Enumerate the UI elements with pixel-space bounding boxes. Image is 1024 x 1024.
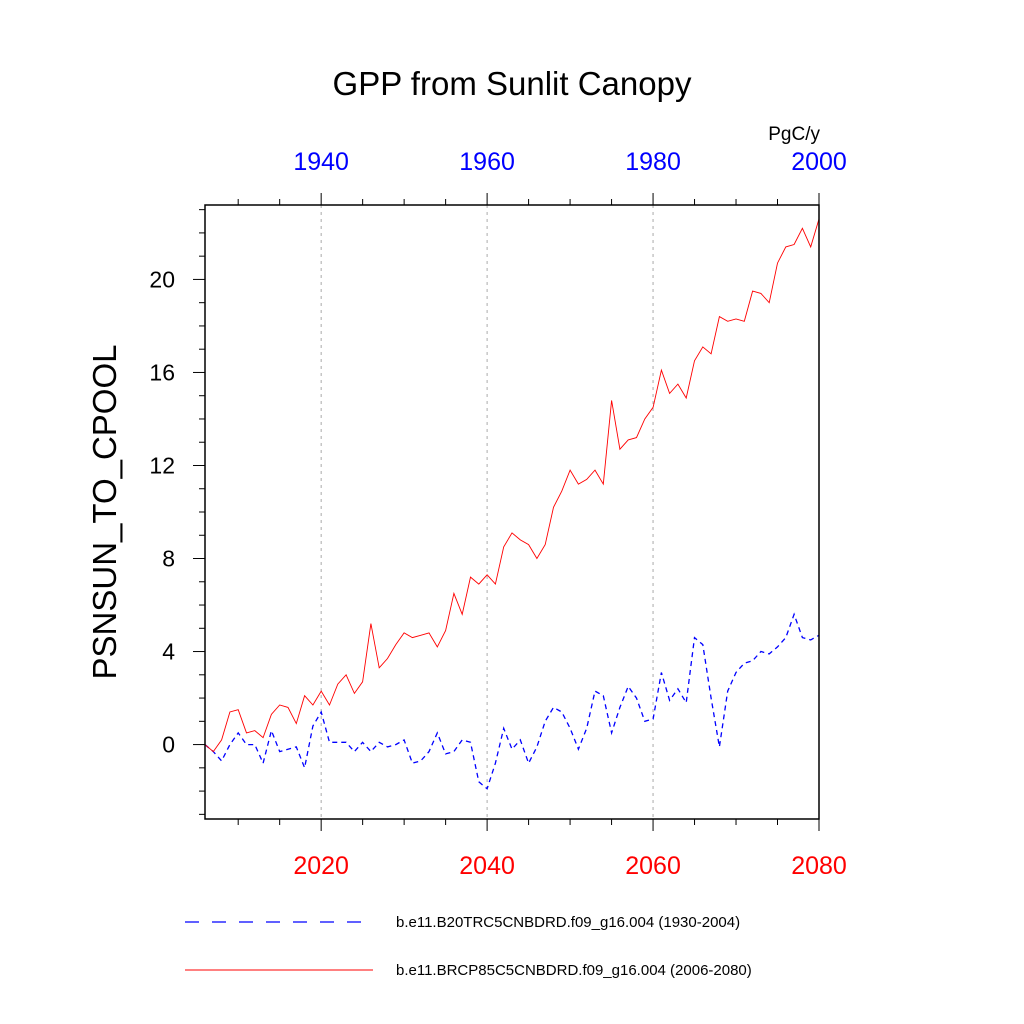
legend: b.e11.B20TRC5CNBDRD.f09_g16.004 (1930-20… [185, 914, 752, 979]
bottom-x-tick-label: 2060 [625, 852, 681, 880]
top-x-tick-label: 1960 [459, 148, 515, 176]
top-x-tick-label: 2000 [791, 148, 847, 176]
series-line-1 [204, 612, 820, 790]
y-tick-label: 12 [149, 452, 175, 478]
y-tick-label: 4 [162, 639, 175, 665]
top-x-tick-label: 1940 [293, 148, 349, 176]
units-label: PgC/y [768, 124, 820, 145]
legend-label-1: b.e11.B20TRC5CNBDRD.f09_g16.004 (1930-20… [396, 914, 740, 931]
y-axis-label: PSNSUN_TO_CPOOL [86, 345, 123, 680]
vertical-gridlines [320, 205, 654, 819]
series-line-2 [204, 218, 820, 753]
top-x-axis: 1940 1960 1980 2000 [237, 148, 847, 205]
series-layer [204, 218, 820, 790]
top-x-tick-label: 1980 [625, 148, 681, 176]
chart-title: GPP from Sunlit Canopy [333, 65, 692, 102]
y-axis: 0 4 8 12 16 20 [149, 209, 205, 815]
y-tick-label: 0 [162, 732, 175, 758]
legend-label-2: b.e11.BRCP85C5CNBDRD.f09_g16.004 (2006-2… [396, 962, 752, 979]
bottom-x-tick-label: 2020 [293, 852, 349, 880]
plot-frame [204, 204, 820, 820]
y-tick-label: 16 [149, 359, 175, 385]
bottom-x-tick-label: 2080 [791, 852, 847, 880]
bottom-x-tick-label: 2040 [459, 852, 515, 880]
y-tick-label: 8 [162, 546, 175, 572]
bottom-x-axis: 2020 2040 2060 2080 [237, 819, 847, 880]
y-tick-label: 20 [149, 266, 175, 292]
